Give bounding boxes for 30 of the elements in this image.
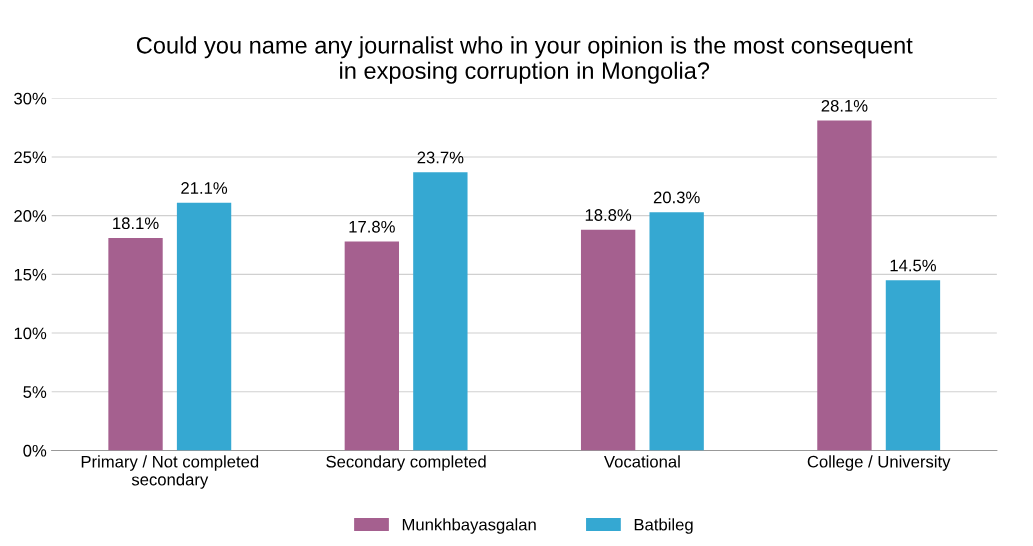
- chart-title: Could you name any journalist who in your opinion is the most consequent in exposing corruption in Mongolia?: [136, 36, 913, 84]
- data-label: 14.5%: [890, 259, 936, 272]
- bar: [817, 120, 872, 451]
- y-tick-label: 5%: [23, 386, 47, 398]
- data-label: 28.1%: [821, 99, 868, 112]
- y-tick-label: 10%: [14, 327, 47, 340]
- data-label: 18.1%: [113, 217, 159, 230]
- x-tick-label: Secondary completed: [326, 455, 486, 471]
- data-label: 20.3%: [653, 191, 700, 204]
- x-tick-label: College / University: [807, 455, 951, 471]
- bar: [885, 280, 941, 451]
- x-tick-label: Vocational: [604, 455, 680, 468]
- bar: [176, 202, 232, 451]
- y-tick-label: 25%: [14, 151, 47, 164]
- bar: [108, 237, 163, 451]
- bar: [649, 212, 704, 451]
- y-tick-label: 30%: [14, 92, 47, 105]
- data-label: 23.7%: [417, 151, 464, 164]
- legend-label: Munkhbayasgalan: [402, 518, 536, 534]
- y-tick-label: 15%: [14, 268, 47, 281]
- legend-label: Batbileg: [634, 518, 693, 534]
- data-label: 17.8%: [349, 220, 395, 233]
- bar: [580, 229, 636, 451]
- x-tick-label: Primary / Not completed secondary: [81, 455, 259, 489]
- bar: [413, 172, 468, 451]
- y-tick-label: 20%: [14, 210, 47, 222]
- data-label: 21.1%: [181, 182, 228, 194]
- bar: [344, 241, 400, 451]
- data-label: 18.8%: [585, 209, 632, 221]
- y-tick-label: 0%: [23, 444, 47, 457]
